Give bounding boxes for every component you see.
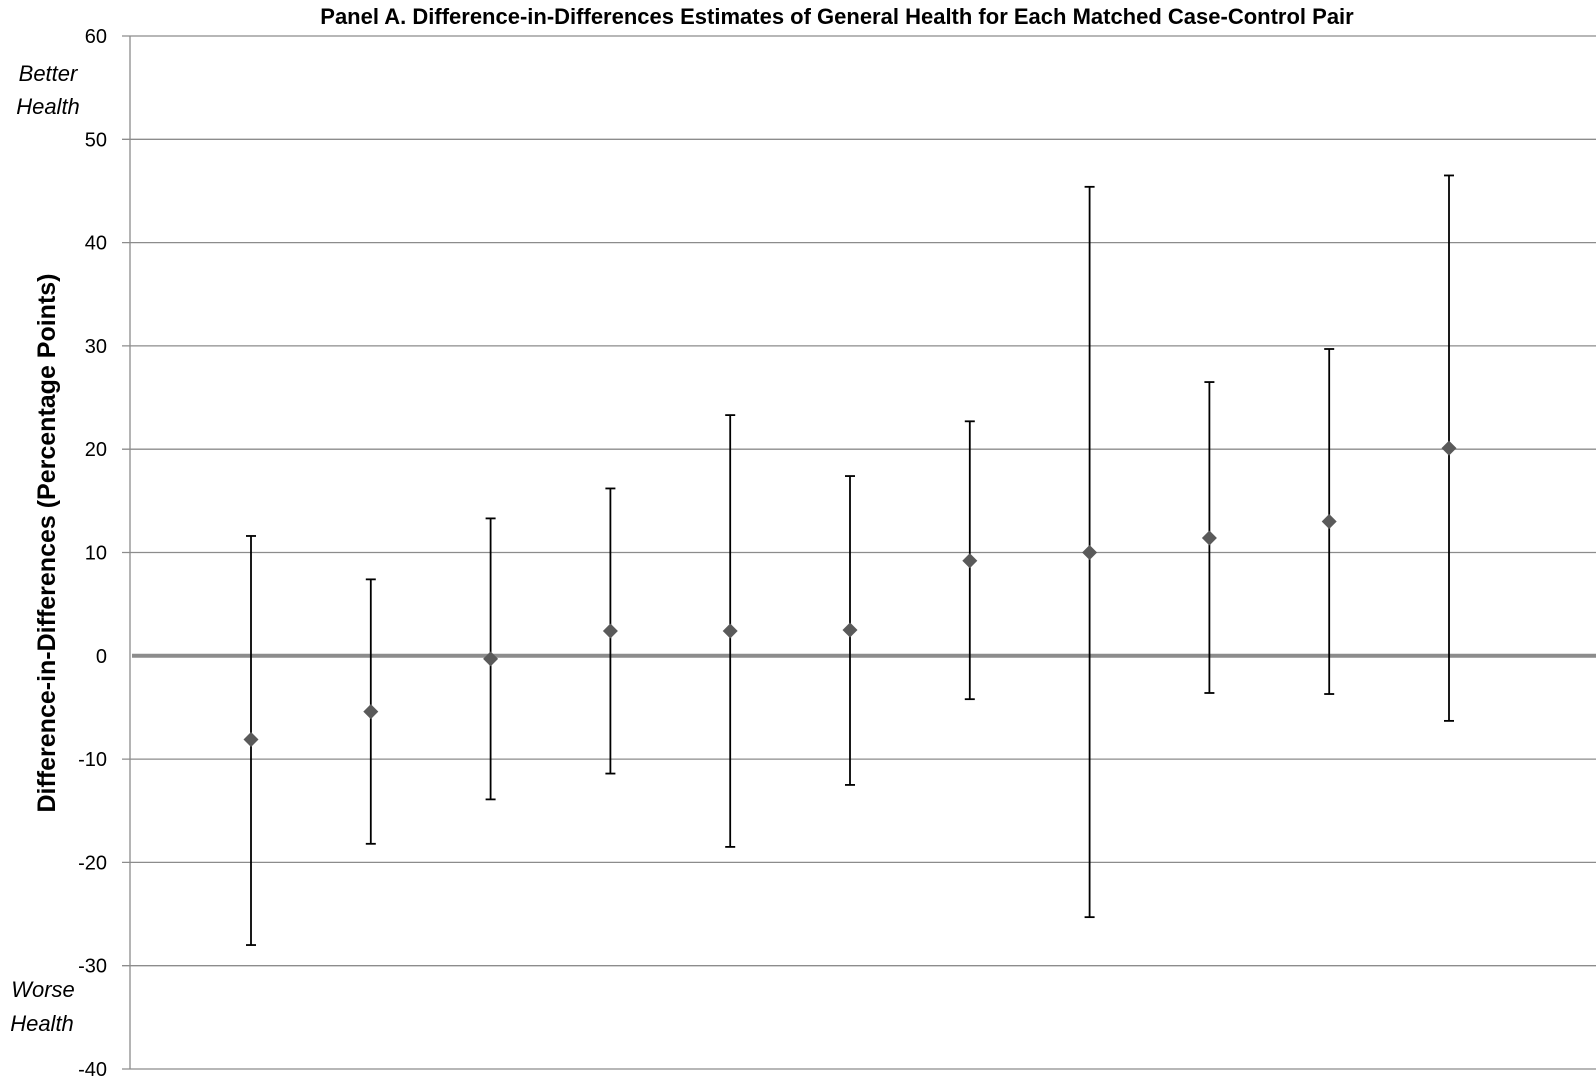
y-tick-label: -40 bbox=[78, 1059, 107, 1081]
data-point-2 bbox=[363, 578, 379, 845]
chart-title: Panel A. Difference-in-Differences Estim… bbox=[320, 4, 1354, 29]
data-point-5 bbox=[722, 414, 738, 848]
estimate-marker bbox=[842, 622, 858, 638]
y-tick-labels: 60 50 40 30 20 10 0 -10 -20 -30 -40 bbox=[78, 26, 107, 1081]
y-tick-label: -30 bbox=[78, 956, 107, 978]
data-point-4 bbox=[602, 487, 618, 775]
y-tick-label: -10 bbox=[78, 749, 107, 771]
y-tick-label: 30 bbox=[85, 336, 107, 358]
data-points bbox=[243, 174, 1457, 946]
health-label-top: Health bbox=[16, 94, 80, 119]
estimate-marker bbox=[602, 623, 618, 639]
y-tick-label: 20 bbox=[85, 439, 107, 461]
estimate-marker bbox=[962, 553, 978, 569]
estimate-marker bbox=[722, 623, 738, 639]
estimate-marker bbox=[363, 704, 379, 720]
data-point-3 bbox=[483, 517, 499, 801]
data-point-8 bbox=[1082, 185, 1098, 919]
data-point-6 bbox=[842, 475, 858, 786]
estimate-marker bbox=[1321, 514, 1337, 530]
estimate-marker bbox=[483, 651, 499, 667]
data-point-11 bbox=[1441, 174, 1457, 722]
better-label: Better bbox=[19, 61, 79, 86]
health-label-bottom: Health bbox=[10, 1011, 74, 1036]
data-point-9 bbox=[1201, 381, 1217, 694]
y-tick-label: 50 bbox=[85, 129, 107, 151]
estimate-marker bbox=[243, 731, 259, 747]
data-point-1 bbox=[243, 535, 259, 946]
estimate-marker bbox=[1441, 440, 1457, 456]
data-point-10 bbox=[1321, 348, 1337, 695]
data-point-7 bbox=[962, 420, 978, 701]
gridlines bbox=[122, 35, 1596, 1070]
estimate-marker bbox=[1201, 530, 1217, 546]
y-tick-label: 0 bbox=[96, 646, 107, 668]
estimate-marker bbox=[1082, 545, 1098, 560]
y-tick-label: 60 bbox=[85, 26, 107, 48]
worse-label: Worse bbox=[11, 977, 75, 1002]
y-tick-label: 40 bbox=[85, 233, 107, 255]
y-tick-label: -20 bbox=[78, 852, 107, 874]
y-axis-label: Difference-in-Differences (Percentage Po… bbox=[33, 273, 61, 812]
y-tick-label: 10 bbox=[85, 543, 107, 565]
